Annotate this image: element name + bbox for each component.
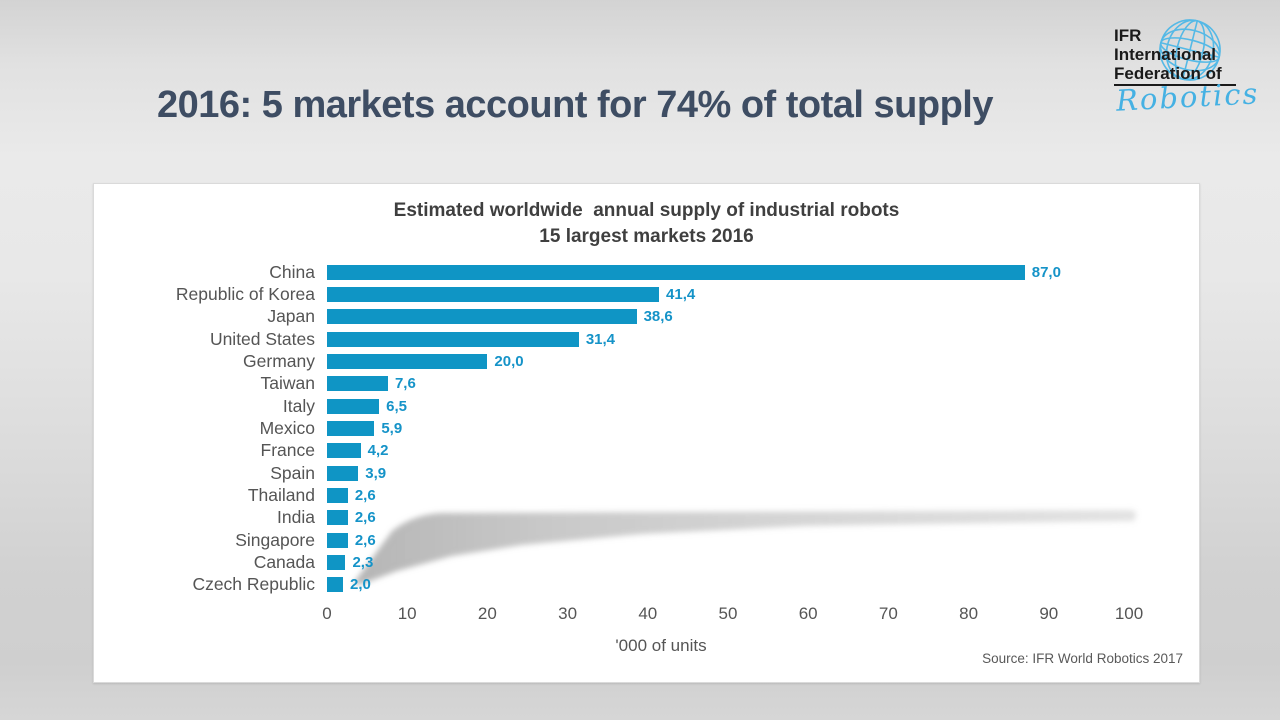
ifr-logo: IFR International Federation of Robotics xyxy=(1100,8,1275,133)
bar-row: India 2,6 xyxy=(94,507,1199,529)
logo-line-international: International xyxy=(1114,45,1217,64)
logo-robotics-script: Robotics xyxy=(1115,76,1261,118)
category-label: Japan xyxy=(267,306,315,327)
chart-title-line2: 15 largest markets 2016 xyxy=(539,226,754,247)
value-label: 2,6 xyxy=(354,531,376,549)
bar-row: Republic of Korea 41,4 xyxy=(94,283,1199,305)
logo-line-federation: Federation of xyxy=(1114,64,1236,86)
bar-row: Taiwan 7,6 xyxy=(94,373,1199,395)
value-label: 3,9 xyxy=(365,464,387,482)
x-tick: 100 xyxy=(1114,604,1144,623)
chart-panel: Estimated worldwide annual supply of ind… xyxy=(93,183,1200,683)
bar xyxy=(327,286,660,302)
bar xyxy=(327,353,488,369)
bar-row: Singapore 2,6 xyxy=(94,529,1199,551)
x-tick: 20 xyxy=(477,604,497,623)
category-label: France xyxy=(260,440,315,461)
bar-row: Canada 2,3 xyxy=(94,551,1199,573)
bar-row: Thailand 2,6 xyxy=(94,484,1199,506)
bar xyxy=(327,532,348,548)
x-tick: 50 xyxy=(718,604,738,623)
category-label: Singapore xyxy=(235,529,315,550)
bar-row: Spain 3,9 xyxy=(94,462,1199,484)
bar xyxy=(327,554,346,570)
bar-row: France 4,2 xyxy=(94,440,1199,462)
bar xyxy=(327,264,1025,280)
bar-row: Germany 20,0 xyxy=(94,350,1199,372)
category-label: Canada xyxy=(253,551,315,572)
bar-row: Czech Republic 2,0 xyxy=(94,574,1199,596)
bar xyxy=(327,376,388,392)
logo-line-ifr: IFR xyxy=(1114,26,1142,45)
x-tick: 80 xyxy=(959,604,979,623)
category-label: Italy xyxy=(282,395,315,416)
value-label: 7,6 xyxy=(394,375,416,393)
value-label: 31,4 xyxy=(585,330,616,348)
bar-row: Italy 6,5 xyxy=(94,395,1199,417)
x-tick: 60 xyxy=(798,604,818,623)
x-tick: 70 xyxy=(878,604,898,623)
x-tick: 10 xyxy=(397,604,417,623)
bar-row: China 87,0 xyxy=(94,261,1199,283)
value-label: 2,6 xyxy=(354,486,376,504)
chart-title: Estimated worldwide annual supply of ind… xyxy=(94,198,1199,250)
value-label: 41,4 xyxy=(666,285,696,303)
bar-rows: China 87,0 Republic of Korea 41,4 Japan 38,6 U… xyxy=(94,261,1199,596)
bar-row: Mexico 5,9 xyxy=(94,417,1199,439)
bar xyxy=(327,420,375,436)
bar xyxy=(327,331,579,347)
bar-row: Japan 38,6 xyxy=(94,306,1199,328)
slide-title: 2016: 5 markets account for 74% of total… xyxy=(157,84,994,126)
x-axis: 0 10 20 30 40 50 60 70 80 90 100 xyxy=(94,604,1199,626)
value-label: 2,3 xyxy=(352,553,374,571)
category-label: Taiwan xyxy=(260,373,315,394)
value-label: 6,5 xyxy=(386,397,407,415)
category-label: United States xyxy=(209,328,315,349)
category-label: Spain xyxy=(270,462,315,483)
value-label: 2,0 xyxy=(350,576,371,594)
bar xyxy=(327,443,361,459)
value-label: 38,6 xyxy=(643,308,673,326)
value-label: 4,2 xyxy=(367,442,389,460)
category-label: Mexico xyxy=(259,417,315,438)
x-tick: 0 xyxy=(322,604,332,623)
value-label: 2,6 xyxy=(354,509,376,527)
bar xyxy=(327,465,359,481)
bar xyxy=(327,487,348,503)
category-label: Czech Republic xyxy=(192,574,315,595)
bar xyxy=(327,510,348,526)
value-label: 5,9 xyxy=(381,419,403,437)
logo-text: IFR International Federation of xyxy=(1114,26,1236,86)
bar xyxy=(327,398,380,414)
category-label: China xyxy=(269,261,315,282)
chart-title-line1: Estimated worldwide annual supply of ind… xyxy=(393,200,900,221)
bar xyxy=(327,577,344,593)
category-label: Germany xyxy=(243,350,315,371)
category-label: Thailand xyxy=(247,484,315,505)
globe-wireframe-icon xyxy=(1159,19,1221,81)
x-tick: 30 xyxy=(558,604,578,623)
x-tick: 90 xyxy=(1039,604,1059,623)
category-label: India xyxy=(277,507,315,528)
value-label: 20,0 xyxy=(494,352,524,370)
x-tick: 40 xyxy=(638,604,658,623)
category-label: Republic of Korea xyxy=(175,283,315,304)
bar xyxy=(327,309,637,325)
value-label: 87,0 xyxy=(1031,263,1061,281)
x-axis-label: '000 of units xyxy=(615,636,707,655)
bar-row: United States 31,4 xyxy=(94,328,1199,350)
source-note: Source: IFR World Robotics 2017 xyxy=(982,651,1183,666)
